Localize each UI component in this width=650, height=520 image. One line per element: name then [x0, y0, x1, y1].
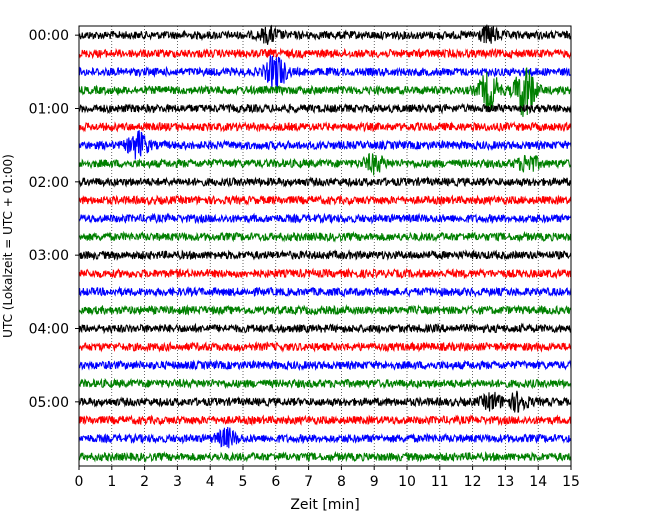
seismic-trace — [78, 377, 572, 390]
seismic-trace — [78, 285, 572, 298]
seismic-trace — [78, 53, 572, 90]
seismic-trace — [78, 67, 572, 117]
x-tick-label: 4 — [206, 474, 215, 490]
x-tick-label: 14 — [529, 474, 547, 490]
seismic-trace — [78, 322, 572, 335]
x-tick-label: 11 — [431, 474, 449, 490]
grid-lines — [111, 26, 539, 466]
seismic-trace — [78, 341, 572, 353]
y-tick-label: 05:00 — [29, 395, 69, 411]
y-axis-ticks: 00:00 01:00 02:00 03:00 04:00 05:00 — [29, 28, 79, 411]
y-tick-label: 02:00 — [29, 175, 69, 191]
x-tick-label: 1 — [107, 474, 116, 490]
x-axis-ticks: 0 1 2 3 4 5 6 7 8 9 10 11 12 13 14 15 — [75, 466, 580, 490]
seismic-trace — [78, 121, 572, 133]
seismic-trace — [78, 267, 572, 280]
seismic-trace — [78, 194, 572, 207]
y-axis-label: UTC (Lokalzeit = UTC + 01:00) — [1, 154, 15, 338]
seismic-traces — [78, 24, 572, 463]
x-tick-label: 10 — [398, 474, 416, 490]
x-tick-label: 9 — [370, 474, 379, 490]
seismic-trace — [78, 450, 572, 463]
x-tick-label: 5 — [239, 474, 248, 490]
y-tick-label: 00:00 — [29, 28, 69, 44]
x-tick-label: 2 — [140, 474, 149, 490]
seismic-trace — [78, 24, 572, 45]
y-tick-label: 03:00 — [29, 248, 69, 264]
seismic-trace — [78, 359, 572, 372]
seismic-trace — [78, 414, 572, 427]
x-axis-label: Zeit [min] — [290, 497, 359, 513]
y-tick-label: 04:00 — [29, 322, 69, 338]
seismic-trace — [78, 390, 572, 413]
seismic-trace — [78, 47, 572, 60]
seismic-trace — [78, 249, 572, 261]
seismic-trace — [78, 176, 572, 188]
x-tick-label: 8 — [337, 474, 346, 490]
plot-frame — [78, 25, 572, 467]
seismic-trace — [78, 153, 572, 176]
x-tick-label: 7 — [304, 474, 313, 490]
x-tick-label: 12 — [464, 474, 482, 490]
seismic-trace — [78, 426, 572, 449]
x-tick-label: 6 — [271, 474, 280, 490]
x-tick-label: 15 — [562, 474, 580, 490]
x-tick-label: 3 — [173, 474, 182, 490]
seismic-trace — [78, 303, 572, 316]
x-tick-label: 0 — [75, 474, 84, 490]
x-tick-label: 13 — [496, 474, 514, 490]
seismic-trace — [78, 230, 572, 243]
y-tick-label: 01:00 — [29, 102, 69, 118]
seismic-trace — [78, 102, 572, 115]
seismic-trace — [78, 130, 572, 160]
seismic-trace — [78, 212, 572, 225]
